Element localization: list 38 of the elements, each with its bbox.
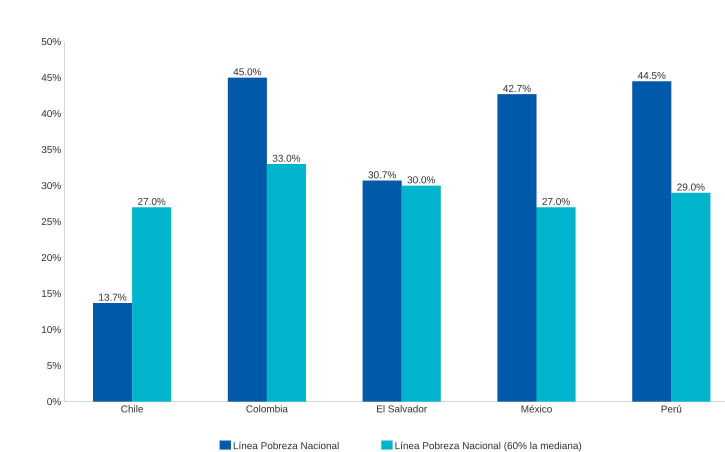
data-label: 45.0% bbox=[233, 68, 262, 76]
bar bbox=[362, 180, 402, 402]
y-tick-label: 50% bbox=[42, 38, 61, 46]
x-tick-label: México bbox=[522, 405, 552, 413]
bar bbox=[228, 78, 267, 402]
x-tick-label: Chile bbox=[121, 405, 144, 412]
legend-label: Línea Pobreza Nacional (60% la mediana) bbox=[395, 442, 582, 452]
x-tick-label: Colombia bbox=[246, 405, 288, 412]
y-tick-label: 40% bbox=[41, 110, 61, 118]
data-label: 42.7% bbox=[503, 84, 531, 92]
x-tick-label: El Salvador bbox=[377, 405, 428, 412]
y-tick-label: 0% bbox=[47, 398, 61, 406]
data-label: 30.7% bbox=[368, 171, 396, 178]
bar bbox=[632, 81, 672, 402]
data-label: 29.0% bbox=[677, 184, 705, 191]
bar bbox=[266, 164, 306, 402]
data-label: 13.7% bbox=[99, 294, 126, 301]
bar bbox=[93, 302, 132, 402]
y-tick-label: 5% bbox=[47, 362, 61, 370]
bar bbox=[132, 207, 172, 402]
x-tick-label: Perú bbox=[662, 405, 682, 413]
data-label: 44.5% bbox=[638, 72, 666, 79]
y-tick-label: 30% bbox=[42, 182, 61, 190]
data-label: 33.0% bbox=[272, 154, 300, 162]
data-label: 27.0% bbox=[138, 198, 166, 205]
y-tick-label: 20% bbox=[42, 254, 61, 262]
bar bbox=[497, 94, 537, 402]
y-tick-label: 10% bbox=[42, 326, 61, 334]
legend-label: Línea Pobreza Nacional bbox=[234, 442, 339, 450]
bar bbox=[536, 207, 576, 402]
y-tick-label: 45% bbox=[41, 74, 61, 82]
y-tick-label: 15% bbox=[42, 290, 61, 298]
bar bbox=[402, 186, 441, 402]
data-label: 30.0% bbox=[408, 176, 436, 184]
y-tick-label: 25% bbox=[42, 218, 61, 226]
data-label: 27.0% bbox=[542, 198, 570, 205]
bar bbox=[671, 192, 710, 402]
y-tick-label: 35% bbox=[42, 146, 61, 154]
